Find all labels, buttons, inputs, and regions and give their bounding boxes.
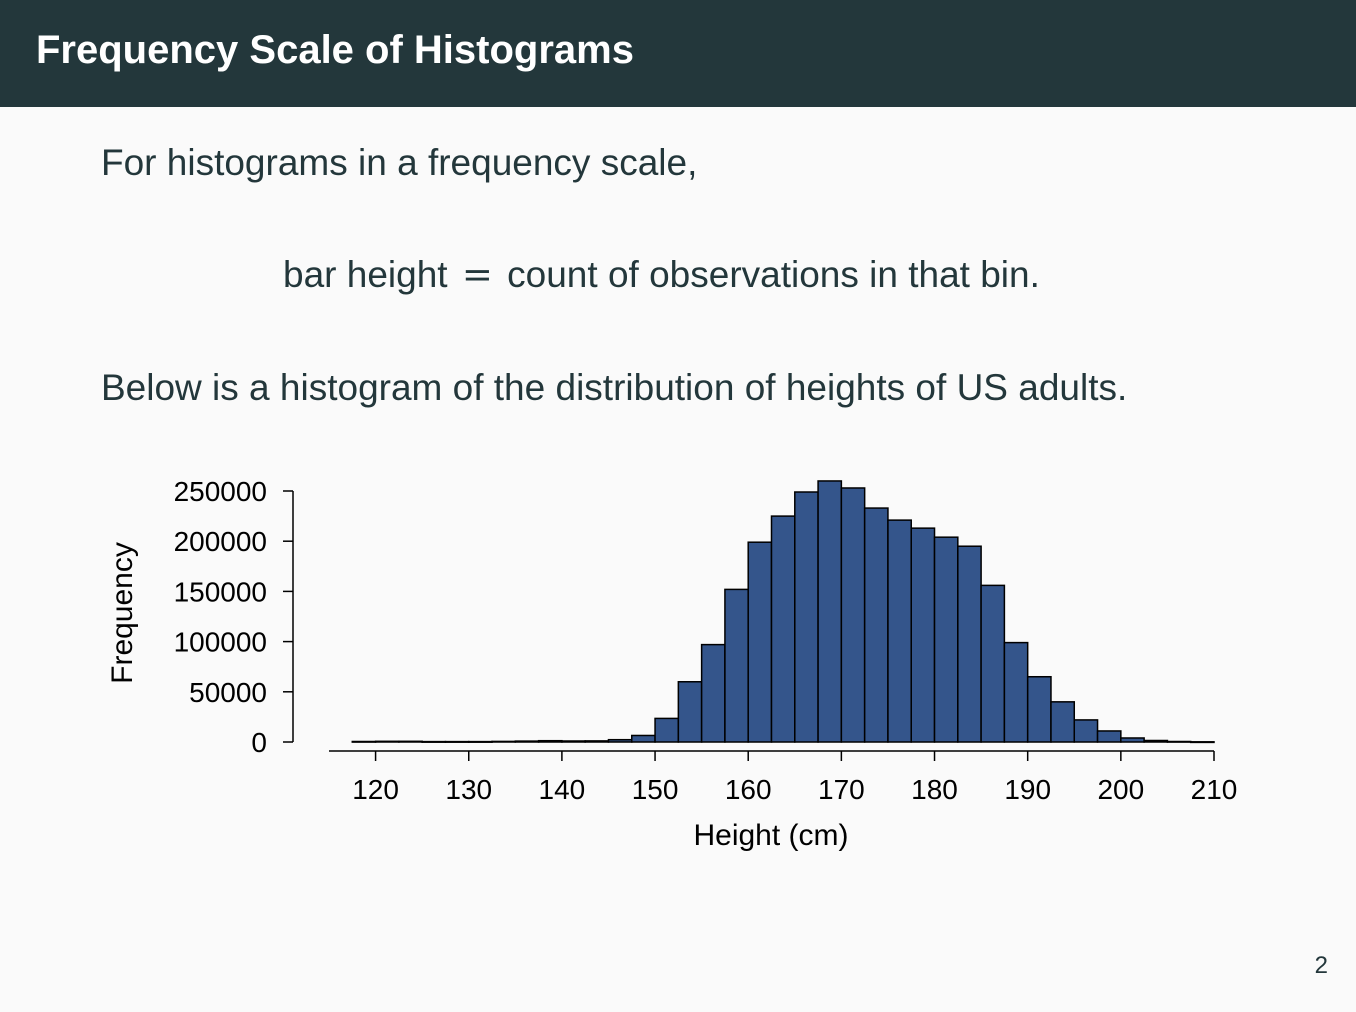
y-axis-label: Frequency [106,542,139,684]
histogram-bar [724,588,749,743]
histogram-bar [747,541,773,743]
formula-equals: = [461,253,493,296]
histogram-bar [794,491,819,743]
histogram-bar [1096,730,1122,743]
x-tick-label: 140 [539,774,586,805]
formula-rhs: count of observations in that bin. [507,254,1040,295]
y-tick-label: 50000 [189,677,267,708]
chart-description: Below is a histogram of the distribution… [101,367,1128,408]
x-tick-label: 120 [352,774,399,805]
histogram-bar [700,643,726,743]
histogram-bar [514,740,540,743]
histogram-bar [1073,719,1099,743]
histogram-bar [398,740,423,743]
x-axis: 120 130 140 150 160 170 180 190 200 210 [329,750,1238,805]
histogram-bar [980,584,1006,743]
y-tick-label: 250000 [174,476,267,507]
histogram-bar [1050,701,1076,743]
histogram-bar [467,740,493,743]
histogram-bar [770,515,796,743]
x-tick-label: 130 [445,774,492,805]
histogram-bar [677,681,703,743]
histogram-bar [933,536,959,743]
y-tick-label: 100000 [174,627,267,658]
histogram-bar [607,738,633,743]
slide-header: Frequency Scale of Histograms [0,0,1356,107]
histogram-bar [863,507,889,743]
y-tick-label: 0 [251,727,267,758]
histogram-bar [840,487,866,743]
x-tick-label: 210 [1191,774,1238,805]
histogram-bar [537,739,563,743]
intro-text: For histograms in a frequency scale, [101,142,698,183]
histogram-bar [374,740,400,743]
histogram-bar [654,717,680,743]
histogram-bar [351,740,377,743]
x-tick-label: 170 [818,774,865,805]
histogram-bar [817,480,843,743]
slide-title: Frequency Scale of Histograms [36,28,634,72]
histogram-bar [584,740,610,743]
histogram-bar [631,734,656,743]
histogram-bar [887,519,912,743]
formula-line: bar height = count of observations in th… [283,256,1040,293]
histogram-bar [491,740,517,743]
page-number: 2 [1314,952,1328,979]
histogram-bar [1143,739,1169,743]
histogram-bar [1120,737,1145,743]
histogram-bar [421,740,447,743]
y-tick-label: 150000 [174,576,267,607]
x-tick-label: 190 [1004,774,1051,805]
histogram-bar [561,740,586,743]
y-tick-label: 200000 [174,526,267,557]
histogram-bar [1003,641,1029,743]
histogram-bar [1026,675,1052,743]
x-tick-label: 200 [1097,774,1144,805]
y-axis: 0 50000 100000 150000 200000 250000 [174,476,294,758]
bars-group [351,480,1215,744]
histogram-bar [1166,740,1192,743]
histogram-chart: 0 50000 100000 150000 200000 250000 120 130 140… [106,476,1238,852]
histogram-bar [444,740,470,743]
histogram-bar [910,527,936,743]
x-tick-label: 180 [911,774,958,805]
x-tick-label: 150 [632,774,679,805]
x-tick-label: 160 [725,774,772,805]
histogram-bar [957,545,982,743]
x-axis-label: Height (cm) [693,819,848,852]
formula-lhs: bar height [283,254,448,295]
histogram-bar [1189,741,1215,744]
